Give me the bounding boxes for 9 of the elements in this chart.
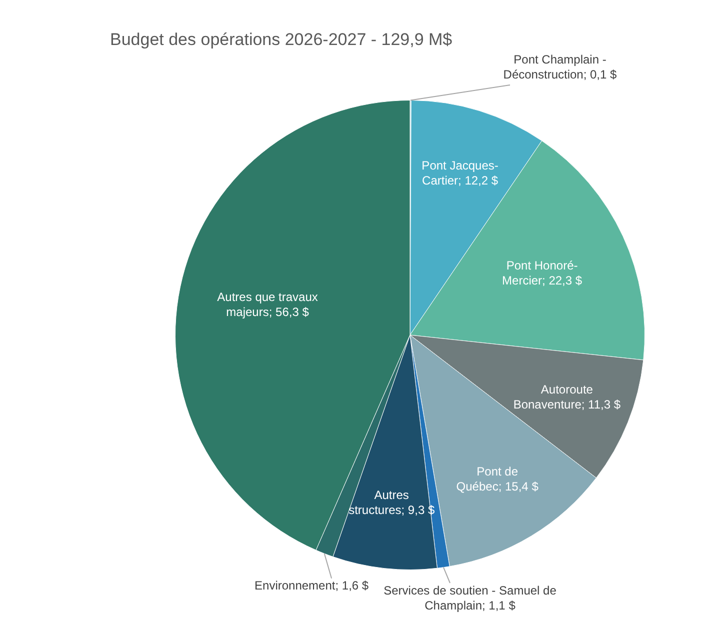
slice-label: Pont Honoré-Mercier; 22,3 $ bbox=[502, 258, 582, 288]
slice-label: Autoroute Bonaventure; 11,3 $ bbox=[513, 382, 621, 412]
slice-label: Services de soutien - Samuel de Champlain; 1,1 $ bbox=[384, 583, 557, 612]
slice-label: Pont Champlain - Déconstruction; 0,1 $ bbox=[503, 52, 618, 82]
slice-label: Pont de Québec; 15,4 $ bbox=[456, 464, 539, 494]
chart-title: Budget des opérations 2026-2027 - 129,9 M$ bbox=[110, 30, 452, 50]
slice-label: Environnement; 1,6 $ bbox=[254, 578, 369, 593]
slice-label: Autres que travaux majeurs; 56,3 $ bbox=[217, 290, 318, 320]
slice-label: Pont Jacques-Cartier; 12,2 $ bbox=[422, 158, 498, 188]
